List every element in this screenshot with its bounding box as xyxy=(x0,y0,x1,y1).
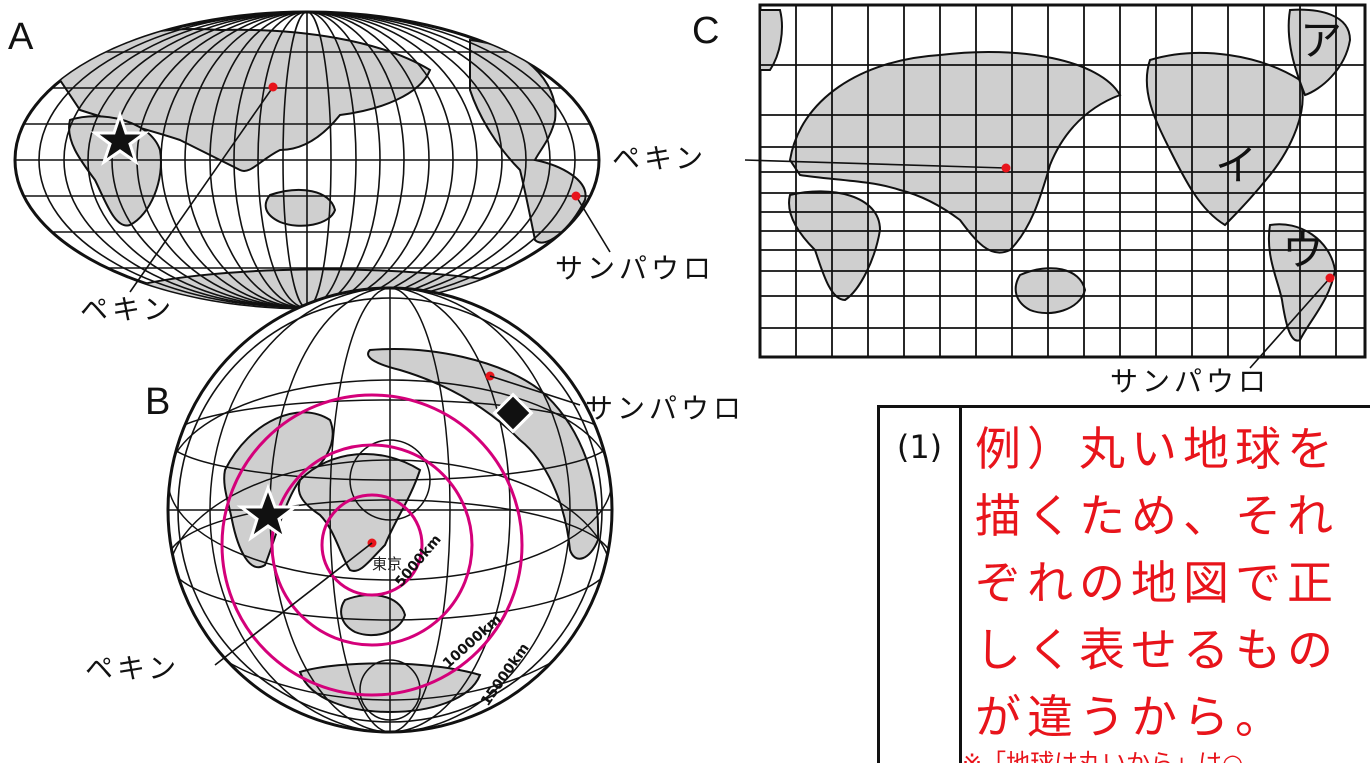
map-b-graticule xyxy=(168,288,612,732)
map-b-diamond-icon xyxy=(492,392,534,434)
map-a-saopaulo-dot xyxy=(571,191,581,201)
map-c-beijing-label: ペキン xyxy=(612,142,708,175)
map-c-beijing-dot xyxy=(1001,163,1011,173)
map-b-tokyo-label: 東京 xyxy=(372,555,403,573)
map-c-mark-i: イ xyxy=(1215,141,1258,190)
map-c xyxy=(744,3,1367,369)
map-c-mark-u: ウ xyxy=(1282,226,1325,275)
map-b-beijing-label: ペキン xyxy=(85,652,181,685)
answer-text: 例）丸い地球を描くため、それぞれの地図で正しく表せるものが違うから。 xyxy=(975,422,1339,744)
map-a-beijing-label: ペキン xyxy=(80,293,176,326)
map-a-star-icon xyxy=(90,110,150,166)
answer-note: ※「地球は丸いから」は○ xyxy=(962,749,1244,763)
map-b-star-icon xyxy=(236,483,300,542)
map-a-beijing-dot xyxy=(268,82,278,92)
map-b xyxy=(166,286,614,734)
map-c-mark-a: ア xyxy=(1300,16,1343,65)
map-a xyxy=(13,10,611,310)
map-c-saopaulo-dot xyxy=(1325,273,1335,283)
answer-box: (1) 例）丸い地球を描くため、それぞれの地図で正しく表せるものが違うから。 ※… xyxy=(877,405,1370,763)
map-a-label: A xyxy=(8,16,34,58)
map-b-distance-rings xyxy=(220,393,524,697)
map-b-saopaulo-label: サンパウロ xyxy=(585,392,746,425)
map-a-saopaulo-label: サンパウロ xyxy=(555,252,716,285)
map-a-graticule xyxy=(15,12,599,308)
map-c-saopaulo-label: サンパウロ xyxy=(1110,365,1271,398)
map-b-label: B xyxy=(145,381,171,423)
map-c-label: C xyxy=(692,10,720,52)
map-c-graticule xyxy=(760,5,1365,357)
answer-number: (1) xyxy=(880,408,962,763)
